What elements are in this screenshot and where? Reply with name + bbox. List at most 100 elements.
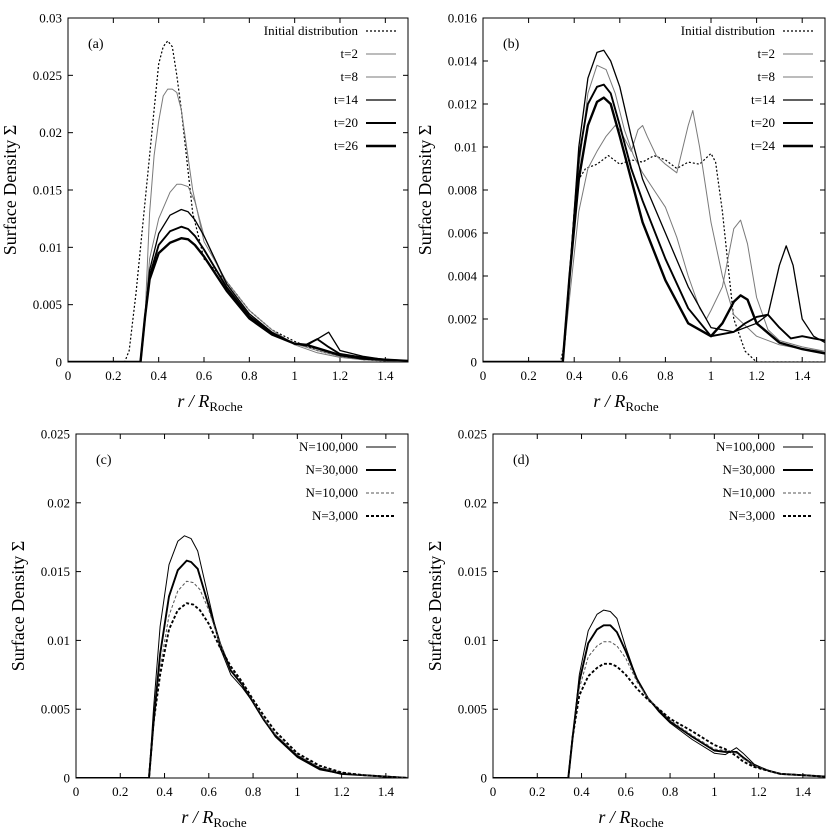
legend-label-n-10-000: N=10,000 [723,485,775,500]
panel-label: (d) [513,453,530,468]
x-tick-label: 0.6 [196,368,213,383]
x-tick-label: 1 [708,368,715,383]
x-axis-label-main: r / R [181,807,213,827]
x-tick-label: 1.2 [748,368,764,383]
legend-label-t-2: t=2 [758,46,775,61]
legend: Initial distribution t=2 t=8 t=14 t=20 t=24 [681,23,813,153]
series-line-t-14 [483,49,825,362]
y-tick-label: 0.016 [448,11,478,26]
x-axis-label: r / RRoche [593,391,658,414]
y-tick-label: 0.01 [464,633,487,648]
x-tick-label: 1.2 [750,784,766,799]
chart-panel: 0 0.2 0.4 0.6 0.8 1 1.2 1.4 0 0.005 0.01 0.015 0.02 0… [0,11,409,414]
legend-label-n-10-000: N=10,000 [306,485,358,500]
x-tick-label: 0.6 [201,784,218,799]
series-line-t-8 [68,183,408,362]
y-axis-label: Surface Density Σ [0,125,20,255]
series-line-t-20 [68,225,408,362]
x-tick-label: 0.4 [566,368,583,383]
series-line-initial-distribution [483,152,825,362]
y-tick-label: 0.01 [39,240,62,255]
x-tick-label: 1 [291,368,298,383]
x-axis-label: r / RRoche [598,807,663,830]
x-axis-label-subscript: Roche [630,815,663,830]
legend-label-t-8: t=8 [341,69,358,84]
x-tick-label: 1.4 [794,368,811,383]
y-tick-label: 0.03 [39,11,62,26]
y-tick-label: 0.005 [33,297,62,312]
x-tick-label: 0 [65,368,72,383]
y-tick-label: 0.01 [47,633,70,648]
y-tick-label: 0.002 [448,312,477,327]
x-tick-label: 1.2 [333,784,349,799]
x-tick-label: 0 [480,368,487,383]
y-tick-label: 0 [471,355,478,370]
chart-panel: 0 0.2 0.4 0.6 0.8 1 1.2 1.4 0 0.005 0.01 0.015 0.02 0… [425,427,826,830]
y-tick-label: 0 [481,771,488,786]
y-tick-label: 0.008 [448,183,477,198]
y-tick-label: 0.004 [448,269,478,284]
panel-label: (c) [96,453,112,468]
legend-label-n-3-000: N=3,000 [729,508,775,523]
x-tick-label: 0.8 [241,368,257,383]
legend: N=100,000 N=30,000 N=10,000 N=3,000 [299,439,396,523]
series-group [76,535,408,778]
series-line-t-2 [483,110,825,362]
x-tick-label: 0.8 [662,784,678,799]
x-tick-label: 0.2 [112,784,128,799]
x-axis-label-subscript: Roche [625,399,658,414]
legend-label-t-2: t=2 [341,46,358,61]
series-group [483,49,825,362]
series-line-n-30-000 [76,559,408,778]
legend-label-t-14: t=14 [334,92,358,107]
x-axis-label-subscript: Roche [209,399,242,414]
x-tick-label: 0.8 [657,368,673,383]
legend-label-t-8: t=8 [758,69,775,84]
legend-label-n-100-000: N=100,000 [299,439,358,454]
series-line-n-3-000 [493,662,825,778]
x-axis-label-main: r / R [598,807,630,827]
legend: N=100,000 N=30,000 N=10,000 N=3,000 [716,439,813,523]
y-tick-label: 0.02 [47,495,70,510]
x-tick-label: 0 [73,784,80,799]
x-tick-label: 1.4 [795,784,812,799]
series-line-t-24 [483,96,825,362]
x-tick-label: 1 [711,784,718,799]
panel-label: (a) [88,37,104,52]
series-line-t-8 [483,64,825,362]
x-tick-label: 0.6 [612,368,629,383]
x-tick-label: 0.4 [573,784,590,799]
y-tick-label: 0.025 [33,68,62,83]
x-tick-label: 0.4 [151,368,168,383]
series-line-n-100-000 [493,609,825,778]
y-tick-label: 0.006 [448,226,478,241]
x-tick-label: 1.4 [378,784,395,799]
x-tick-label: 1 [294,784,301,799]
panel-label: (b) [503,37,520,52]
plot-frame [492,433,826,779]
x-tick-label: 0 [490,784,497,799]
plot-frame [75,433,409,779]
x-axis-label: r / RRoche [181,807,246,830]
x-tick-label: 0.2 [520,368,536,383]
series-line-n-30-000 [493,624,825,778]
series-line-n-100-000 [76,535,408,778]
series-line-n-10-000 [493,641,825,778]
series-line-t-20 [483,83,825,362]
y-tick-label: 0 [56,355,63,370]
legend-label-initial-distribution: Initial distribution [681,23,776,38]
legend-label-t-20: t=20 [751,115,775,130]
chart-panel: 0 0.2 0.4 0.6 0.8 1 1.2 1.4 0 0.002 0.004 0.006 0.00… [415,11,826,414]
chart-panel: 0 0.2 0.4 0.6 0.8 1 1.2 1.4 0 0.005 0.01 0.015 0.02 0… [8,427,409,830]
y-tick-label: 0.01 [454,140,477,155]
y-tick-label: 0.015 [41,564,70,579]
y-axis-label: Surface Density Σ [425,541,445,671]
y-tick-label: 0.025 [41,427,70,442]
series-line-t-2 [68,88,408,362]
legend: Initial distribution t=2 t=8 t=14 t=20 t=26 [264,23,396,153]
y-tick-label: 0.005 [41,702,70,717]
x-tick-label: 0.2 [529,784,545,799]
series-line-t-14 [68,208,408,362]
legend-label-n-100-000: N=100,000 [716,439,775,454]
